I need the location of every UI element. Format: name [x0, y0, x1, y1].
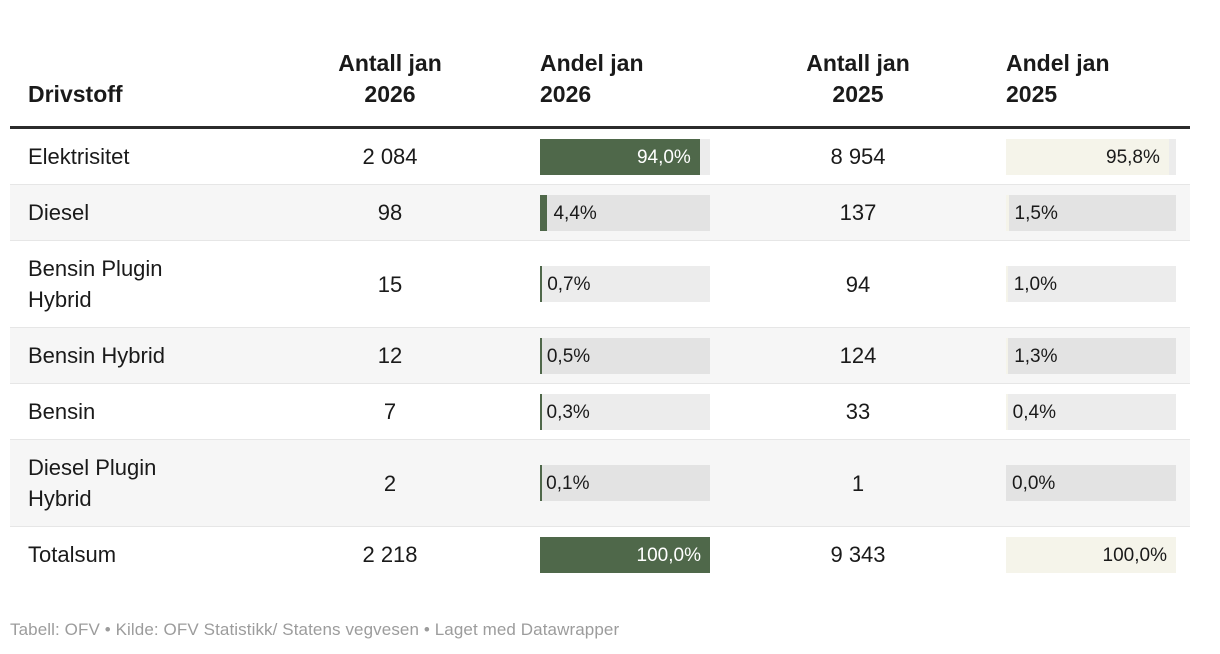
count-jan-2025-value: 137	[839, 200, 877, 225]
spacer-cell	[490, 272, 540, 296]
bar-fill	[540, 194, 548, 231]
bar-fill	[1006, 393, 1008, 430]
bar-fill	[1006, 266, 1008, 302]
fuel-type-label: Diesel	[28, 200, 90, 225]
bar-value-label: 1,0%	[1013, 274, 1057, 295]
table-body: Elektrisitet 2 084 94,0% 8 954 95,8% Die…	[10, 129, 1190, 582]
spacer-cell	[490, 400, 540, 424]
share-jan-2026-cell: 100,0%	[540, 536, 710, 573]
bar-value-label: 0,1%	[546, 473, 590, 494]
share-jan-2025-cell: 95,8%	[1006, 138, 1176, 175]
table-row: Diesel Plugin Hybrid 2 0,1% 1 0,0%	[10, 440, 1190, 527]
bar-value-label: 0,7%	[547, 274, 591, 295]
bar-value-label: 94,0%	[636, 146, 691, 168]
fuel-type-label: Bensin Plugin Hybrid	[28, 256, 163, 312]
column-header-andel-2026: Andel jan 2026	[540, 50, 644, 107]
count-jan-2025-value: 1	[851, 470, 865, 496]
count-jan-2026-value: 12	[377, 343, 403, 368]
share-jan-2026-cell: 0,3%	[540, 393, 710, 430]
bar-value-label: 0,3%	[546, 401, 590, 423]
share-jan-2025-bar: 0,0%	[1006, 465, 1176, 501]
bar-value-label: 100,0%	[636, 544, 701, 566]
table-row: Bensin 7 0,3% 33 0,4%	[10, 384, 1190, 440]
share-jan-2025-bar: 1,0%	[1006, 266, 1176, 302]
share-jan-2025-cell: 1,3%	[1006, 337, 1176, 374]
share-jan-2025-cell: 1,0%	[1006, 266, 1176, 302]
column-header-antall-2026: Antall jan 2026	[338, 50, 442, 107]
bar-fill	[540, 536, 710, 573]
bar-fill	[1006, 536, 1176, 573]
column-header-drivstoff: Drivstoff	[28, 81, 123, 107]
fuel-type-label: Totalsum	[28, 542, 117, 567]
bar-value-label: 0,5%	[546, 345, 591, 367]
share-jan-2025-bar: 100,0%	[1006, 536, 1176, 573]
share-jan-2026-bar: 100,0%	[540, 536, 710, 573]
bar-value-label: 95,8%	[1106, 146, 1160, 168]
share-jan-2025-cell: 1,5%	[1006, 194, 1176, 231]
share-jan-2026-bar: 94,0%	[540, 138, 710, 175]
column-header-antall-2025: Antall jan 2025	[806, 50, 910, 107]
count-jan-2026-value: 2 084	[362, 144, 418, 169]
table-row: Bensin Hybrid 12 0,5% 124 1,3%	[10, 328, 1190, 384]
bar-fill	[1006, 194, 1009, 231]
share-jan-2026-cell: 0,5%	[540, 337, 710, 374]
bar-value-label: 4,4%	[553, 202, 597, 224]
fuel-type-label: Bensin	[28, 399, 96, 424]
fuel-type-label: Diesel Plugin Hybrid	[28, 455, 157, 511]
fuel-type-label: Elektrisitet	[28, 144, 130, 169]
count-jan-2026-value: 2	[383, 470, 397, 496]
bar-value-label: 100,0%	[1102, 544, 1167, 566]
bar-value-label: 1,5%	[1014, 202, 1058, 224]
bar-fill	[540, 138, 700, 175]
bar-value-label: 0,4%	[1012, 401, 1056, 423]
spacer-cell	[490, 201, 540, 225]
share-jan-2025-bar: 1,3%	[1006, 337, 1176, 374]
column-header-andel-2025: Andel jan 2025	[1006, 50, 1110, 107]
table-header-row: Drivstoff Antall jan 2026 Andel jan 2026…	[10, 42, 1190, 129]
share-jan-2025-cell: 100,0%	[1006, 536, 1176, 573]
spacer-cell	[490, 344, 540, 368]
share-jan-2026-bar: 0,1%	[540, 465, 710, 501]
count-jan-2026-value: 98	[377, 200, 403, 225]
fuel-type-label: Bensin Hybrid	[28, 343, 165, 368]
bar-fill	[540, 393, 542, 430]
bar-value-label: 1,3%	[1014, 345, 1058, 367]
attribution-line: Tabell: OFV • Kilde: OFV Statistikk/ Sta…	[10, 620, 620, 639]
table-row: Elektrisitet 2 084 94,0% 8 954 95,8%	[10, 129, 1190, 185]
bar-fill	[540, 465, 542, 501]
share-jan-2026-cell: 4,4%	[540, 194, 710, 231]
bar-fill	[540, 337, 542, 374]
share-jan-2025-bar: 1,5%	[1006, 194, 1176, 231]
share-jan-2025-cell: 0,0%	[1006, 465, 1176, 501]
count-jan-2025-value: 94	[845, 271, 871, 297]
share-jan-2025-bar: 95,8%	[1006, 138, 1176, 175]
count-jan-2025-value: 8 954	[830, 144, 886, 169]
share-jan-2026-cell: 94,0%	[540, 138, 710, 175]
count-jan-2026-value: 15	[377, 271, 403, 297]
bar-fill	[1006, 138, 1169, 175]
share-jan-2025-cell: 0,4%	[1006, 393, 1176, 430]
bar-fill	[540, 266, 542, 302]
share-jan-2026-bar: 0,3%	[540, 393, 710, 430]
fuel-share-table: Drivstoff Antall jan 2026 Andel jan 2026…	[10, 42, 1190, 582]
table-row: Bensin Plugin Hybrid 15 0,7% 94 1,0%	[10, 241, 1190, 328]
count-jan-2025-value: 124	[839, 343, 877, 368]
share-jan-2026-cell: 0,1%	[540, 465, 710, 501]
table-row: Diesel 98 4,4% 137 1,5%	[10, 185, 1190, 241]
spacer-cell	[490, 543, 540, 567]
share-jan-2026-cell: 0,7%	[540, 266, 710, 302]
share-jan-2025-bar: 0,4%	[1006, 393, 1176, 430]
count-jan-2025-value: 33	[845, 399, 871, 424]
table-row: Totalsum 2 218 100,0% 9 343 100,0%	[10, 527, 1190, 582]
share-jan-2026-bar: 0,7%	[540, 266, 710, 302]
spacer-cell	[490, 145, 540, 169]
bar-value-label: 0,0%	[1012, 473, 1056, 494]
count-jan-2026-value: 7	[383, 399, 397, 424]
count-jan-2026-value: 2 218	[362, 542, 418, 567]
share-jan-2026-bar: 4,4%	[540, 194, 710, 231]
spacer-cell	[490, 471, 540, 495]
count-jan-2025-value: 9 343	[830, 542, 886, 567]
bar-fill	[1006, 337, 1009, 374]
share-jan-2026-bar: 0,5%	[540, 337, 710, 374]
